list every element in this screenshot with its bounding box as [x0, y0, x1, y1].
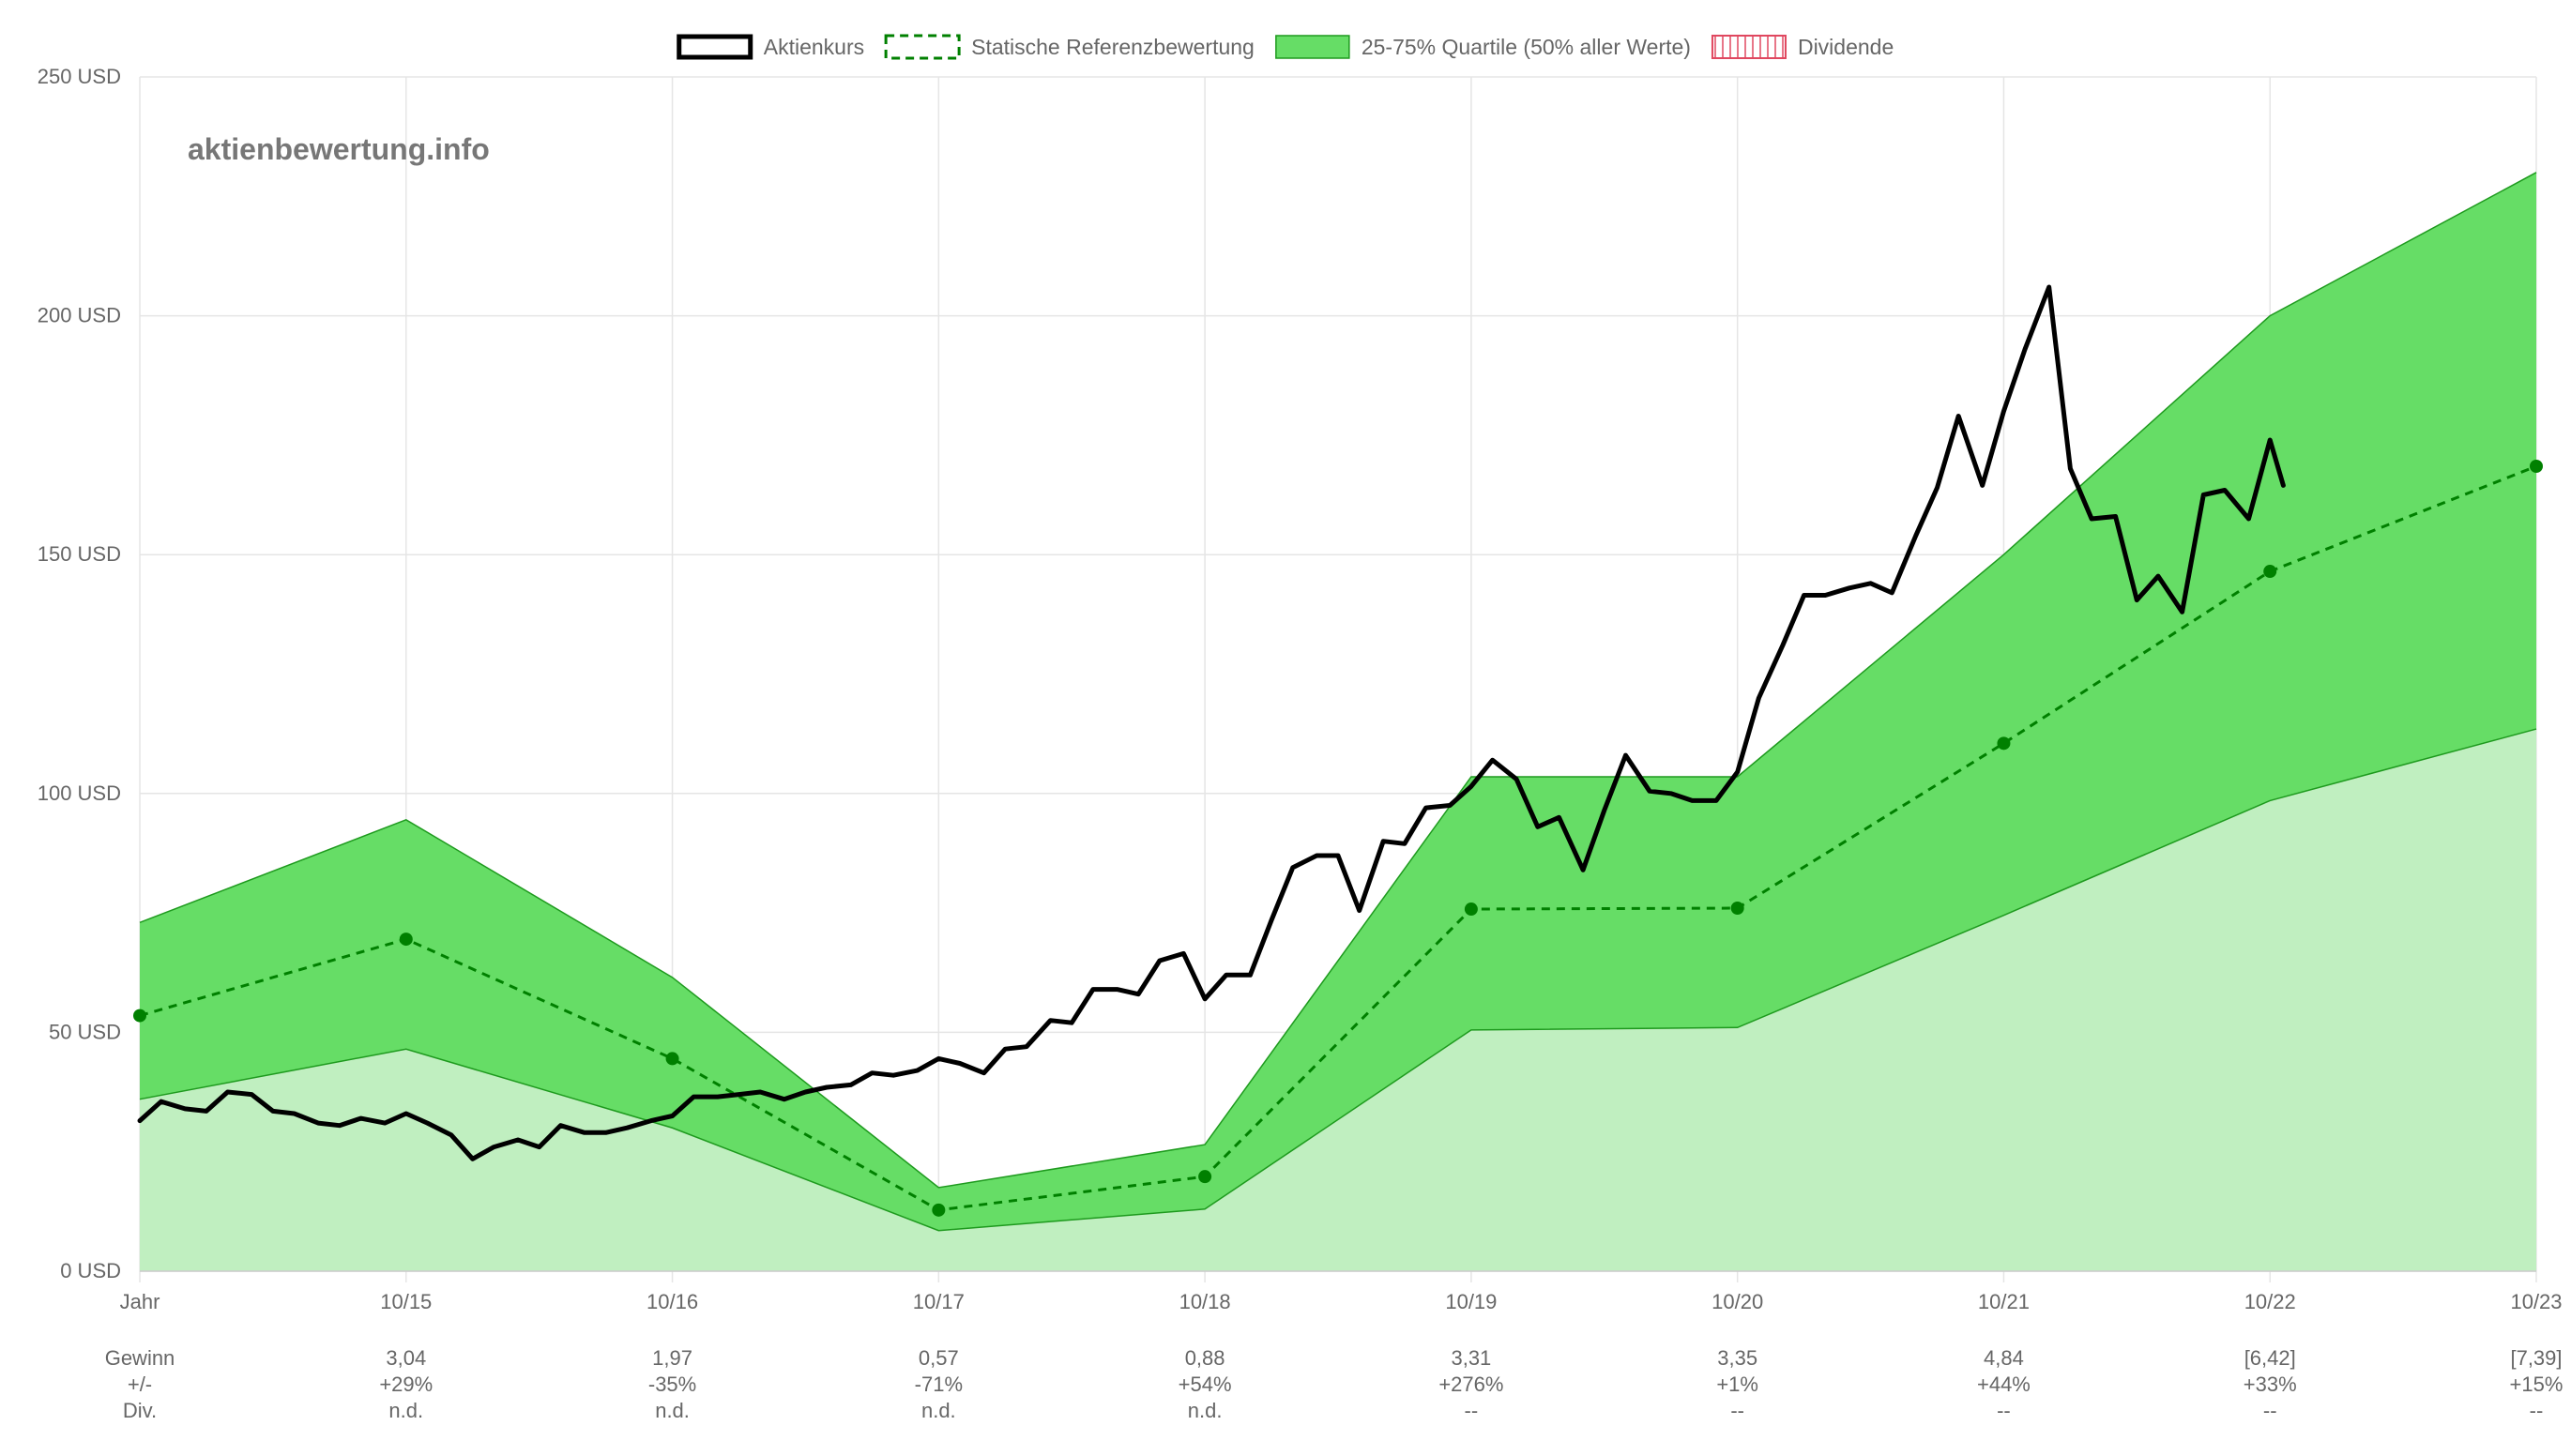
x-tick-label: 10/15 — [380, 1290, 432, 1313]
table-cell: -- — [2530, 1399, 2544, 1422]
table-cell: -35% — [648, 1373, 696, 1396]
legend-label: Aktienkurs — [764, 35, 864, 59]
x-tick-label: 10/16 — [647, 1290, 698, 1313]
quartile-band — [140, 172, 2536, 1231]
line-layer — [133, 284, 2543, 1217]
stock-price-line — [137, 284, 2286, 1161]
reference-point[interactable] — [1198, 1170, 1212, 1184]
table-cell: -- — [1730, 1399, 1744, 1422]
quartile-lower-edge — [139, 728, 2537, 1232]
reference-point[interactable] — [133, 1009, 146, 1023]
table-cell: +1% — [1716, 1373, 1758, 1396]
table-cell: -71% — [915, 1373, 963, 1396]
legend-label: Statische Referenzbewertung — [971, 35, 1255, 59]
table-cell: +54% — [1179, 1373, 1232, 1396]
reference-point[interactable] — [2530, 459, 2543, 473]
table-row-label: +/- — [128, 1373, 152, 1396]
legend-swatch — [1275, 35, 1350, 59]
x-tick-label: 10/21 — [1978, 1290, 2030, 1313]
table-cell: n.d. — [655, 1399, 690, 1422]
axis-layer: 0 USD 50 USD 100 USD 150 USD 200 USD 250 USD J… — [38, 65, 2563, 1313]
legend-label: 25-75% Quartile (50% aller Werte) — [1362, 35, 1691, 59]
table-row-label: Div. — [123, 1399, 157, 1422]
legend-item[interactable]: Dividende — [1711, 35, 1894, 59]
legend-swatch — [677, 34, 753, 60]
reference-point[interactable] — [1997, 736, 2011, 751]
x-tick-label: 10/19 — [1445, 1290, 1497, 1313]
reference-point[interactable] — [665, 1052, 679, 1066]
quartile-upper-edge — [139, 172, 2537, 1189]
y-tick-label: 50 USD — [49, 1020, 121, 1043]
table-cell: 4,84 — [1984, 1346, 2024, 1370]
table-cell: n.d. — [921, 1399, 956, 1422]
y-tick-label: 0 USD — [60, 1259, 121, 1282]
reference-point[interactable] — [2263, 565, 2277, 579]
y-tick-label: 100 USD — [38, 781, 121, 805]
table-cell: 0,88 — [1185, 1346, 1225, 1370]
table-cell: 3,31 — [1451, 1346, 1491, 1370]
reference-point[interactable] — [399, 933, 413, 947]
y-tick-label: 150 USD — [38, 542, 121, 566]
legend-swatch — [884, 34, 961, 60]
legend[interactable]: Aktienkurs Statische Referenzbewertung 25-… — [677, 34, 1894, 60]
table-row-label: Gewinn — [105, 1346, 175, 1370]
table-cell: n.d. — [388, 1399, 423, 1422]
table-cell: +276% — [1438, 1373, 1503, 1396]
x-tick-label: 10/22 — [2244, 1290, 2296, 1313]
table-cell: 3,04 — [386, 1346, 426, 1370]
table-cell: -- — [1465, 1399, 1479, 1422]
legend-item[interactable]: Statische Referenzbewertung — [884, 34, 1255, 60]
lower-quartile-area — [140, 729, 2536, 1271]
reference-valuation-line — [139, 464, 2537, 1212]
table-cell: +33% — [2244, 1373, 2297, 1396]
table-cell: +15% — [2510, 1373, 2563, 1396]
y-tick-label: 200 USD — [38, 304, 121, 327]
table-cell: 1,97 — [652, 1346, 692, 1370]
table-cell: n.d. — [1188, 1399, 1223, 1422]
legend-label: Dividende — [1798, 35, 1894, 59]
legend-item[interactable]: 25-75% Quartile (50% aller Werte) — [1275, 35, 1691, 59]
table-layer: Gewinn 3,04 1,97 0,57 0,88 3,31 3,35 4,84 [6,42]… — [105, 1346, 2563, 1422]
table-cell: -- — [2263, 1399, 2277, 1422]
area-layer — [139, 172, 2537, 1271]
reference-point[interactable] — [932, 1203, 946, 1217]
table-cell: -- — [1997, 1399, 2011, 1422]
legend-item[interactable]: Aktienkurs — [677, 34, 864, 60]
table-cell: [6,42] — [2244, 1346, 2296, 1370]
x-tick-label: Jahr — [120, 1290, 160, 1313]
table-cell: +29% — [379, 1373, 433, 1396]
y-tick-label: 250 USD — [38, 65, 121, 88]
reference-point[interactable] — [1464, 902, 1478, 917]
legend-swatch — [1711, 35, 1787, 59]
reference-point[interactable] — [1730, 902, 1744, 916]
x-tick-label: 10/17 — [913, 1290, 965, 1313]
x-tick-label: 10/18 — [1179, 1290, 1231, 1313]
x-tick-label: 10/23 — [2510, 1290, 2562, 1313]
table-cell: 3,35 — [1717, 1346, 1757, 1370]
x-tick-label: 10/20 — [1711, 1290, 1763, 1313]
table-cell: 0,57 — [919, 1346, 959, 1370]
watermark: aktienbewertung.info — [188, 132, 490, 166]
table-cell: +44% — [1977, 1373, 2031, 1396]
table-cell: [7,39] — [2510, 1346, 2562, 1370]
